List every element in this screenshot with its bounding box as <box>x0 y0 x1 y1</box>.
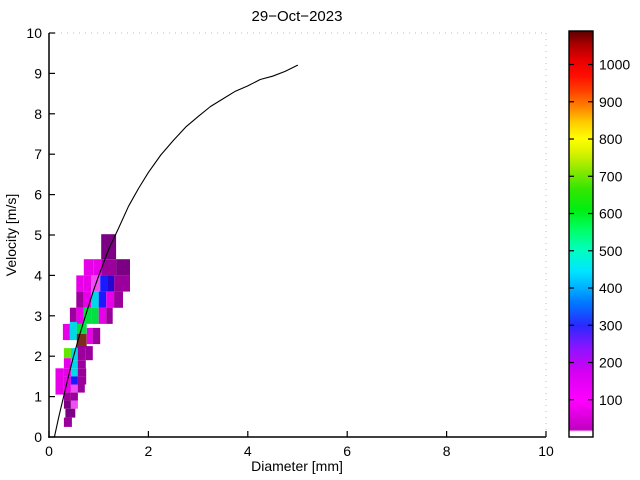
heatmap-cell <box>70 392 78 401</box>
colorbar-tick-label: 400 <box>599 280 623 296</box>
heatmap-cell <box>63 384 71 393</box>
heatmap-cell <box>83 291 92 308</box>
heatmap-cell <box>76 291 84 308</box>
colorbar: 100 200 300 400 500 600 700 800 900 1000 <box>568 30 630 438</box>
x-tick-label: 6 <box>343 443 351 459</box>
heatmap-cell <box>77 360 86 369</box>
y-tick-label: 4 <box>34 267 42 283</box>
heatmap-cell <box>83 259 94 276</box>
x-axis-label: Diameter [mm] <box>251 458 343 474</box>
y-tick-label: 1 <box>34 389 42 405</box>
heatmap-cell <box>85 346 93 361</box>
heatmap-cell <box>62 323 70 341</box>
heatmap-cells <box>55 234 130 427</box>
heatmap-cell <box>98 307 107 324</box>
heatmap-cell <box>63 400 71 409</box>
heatmap-cell <box>83 275 92 292</box>
colorbar-tick-label: 1000 <box>599 57 630 73</box>
y-axis-ticks: 0 1 2 3 4 5 6 7 8 9 10 <box>26 25 55 445</box>
heatmap-cell <box>76 307 84 324</box>
y-axis-label: Velocity [m/s] <box>3 194 19 276</box>
heatmap-cell <box>63 392 71 401</box>
x-tick-label: 10 <box>538 443 554 459</box>
heatmap-cell <box>76 334 87 349</box>
y-tick-label: 7 <box>34 146 42 162</box>
y-tick-label: 0 <box>34 429 42 445</box>
heatmap-cell <box>77 384 85 393</box>
colorbar-tick-label: 800 <box>599 131 623 147</box>
heatmap-cell <box>93 259 102 276</box>
heatmap-cell <box>116 259 130 276</box>
heatmap-cell <box>91 291 99 308</box>
colorbar-tick-label: 100 <box>599 392 623 408</box>
heatmap-cell <box>55 368 64 395</box>
heatmap-cell <box>63 417 72 427</box>
heatmap-cell <box>77 376 87 385</box>
colorbar-ticks: 100 200 300 400 500 600 700 800 900 1000 <box>569 57 630 408</box>
heatmap-cell <box>69 307 77 324</box>
heatmap-cell <box>98 291 107 308</box>
colorbar-tick-label: 200 <box>599 355 623 371</box>
y-tick-label: 3 <box>34 308 42 324</box>
heatmap-cell <box>70 376 78 385</box>
y-tick-label: 10 <box>26 25 42 41</box>
heatmap-cell <box>86 327 93 345</box>
heatmap-cell <box>77 346 86 361</box>
y-tick-label: 6 <box>34 187 42 203</box>
heatmap-cell <box>101 259 117 276</box>
plot-area: 0 2 4 6 8 10 0 1 2 3 4 5 6 7 8 9 10 29−Oct−2023 Diamete… <box>3 8 554 474</box>
heatmap-cell <box>83 307 92 324</box>
colorbar-tick-label: 500 <box>599 243 623 259</box>
heatmap-cell <box>70 368 78 377</box>
y-tick-label: 8 <box>34 106 42 122</box>
y-tick-label: 9 <box>34 65 42 81</box>
heatmap-cell <box>100 275 108 292</box>
colorbar-tick-label: 600 <box>599 206 623 222</box>
heatmap-cell <box>114 275 130 292</box>
colorbar-border <box>568 30 594 438</box>
heatmap-cell <box>70 384 78 393</box>
terminal-velocity-curve <box>53 64 299 438</box>
heatmap-cell <box>63 348 71 359</box>
heatmap-cell <box>106 291 115 308</box>
x-tick-label: 8 <box>443 443 451 459</box>
heatmap-cell <box>91 307 99 324</box>
x-tick-label: 0 <box>45 443 53 459</box>
plot-title: 29−Oct−2023 <box>252 8 343 25</box>
colorbar-gradient <box>569 31 593 437</box>
y-tick-label: 5 <box>34 227 42 243</box>
heatmap-cell <box>92 327 101 345</box>
x-tick-label: 4 <box>244 443 252 459</box>
heatmap-cell <box>76 275 84 292</box>
heatmap-cell <box>69 321 77 341</box>
x-tick-label: 2 <box>145 443 153 459</box>
colorbar-tick-label: 900 <box>599 94 623 110</box>
heatmap-cell <box>70 400 78 409</box>
heatmap-cell <box>65 408 76 418</box>
heatmap-cell <box>70 360 78 369</box>
heatmap-cell <box>107 275 115 292</box>
heatmap-cell <box>63 358 71 369</box>
heatmap-cell <box>106 307 113 324</box>
x-axis-ticks: 0 2 4 6 8 10 <box>45 431 554 459</box>
colorbar-tick-label: 700 <box>599 168 623 184</box>
y-tick-label: 2 <box>34 348 42 364</box>
colorbar-tick-label: 300 <box>599 317 623 333</box>
heatmap-cell <box>77 368 87 377</box>
heatmap-cell <box>63 368 71 377</box>
heatmap-cell <box>114 291 123 308</box>
